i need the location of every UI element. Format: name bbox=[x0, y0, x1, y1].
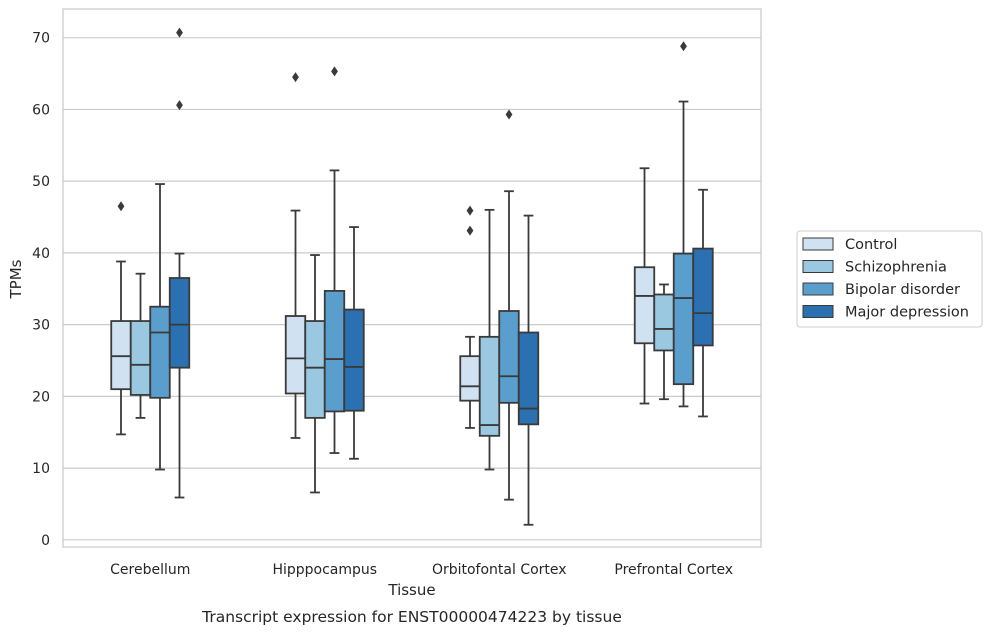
box-bipolar-disorder bbox=[672, 41, 695, 408]
x-tick-labels: Cerebellum Hipppocampus Orbitofontal Corte… bbox=[110, 562, 733, 578]
y-axis-title: TPMs bbox=[7, 259, 25, 299]
legend-label: Bipolar disorder bbox=[845, 282, 960, 298]
box-iqr bbox=[459, 355, 481, 402]
legend-swatch bbox=[802, 260, 834, 273]
box-bipolar-disorder bbox=[323, 66, 346, 454]
x-tick-label: Prefrontal Cortex bbox=[614, 562, 733, 578]
legend-swatch bbox=[802, 305, 834, 318]
box-bipolar-disorder bbox=[149, 183, 171, 471]
box-control bbox=[633, 167, 656, 405]
outlier-point bbox=[466, 225, 474, 236]
x-tick-label: Hipppocampus bbox=[272, 562, 377, 578]
y-tick-label: 40 bbox=[32, 246, 50, 262]
outlier-point bbox=[505, 109, 513, 120]
outlier-point bbox=[331, 66, 338, 77]
outlier-point bbox=[117, 201, 125, 212]
grid-lines bbox=[63, 37, 761, 541]
box-major-depression bbox=[343, 226, 365, 460]
outlier-point bbox=[466, 205, 474, 216]
box-iqr bbox=[692, 247, 714, 347]
legend-swatch bbox=[802, 282, 834, 296]
y-tick-label: 20 bbox=[32, 389, 50, 405]
box-iqr bbox=[149, 305, 171, 399]
box-iqr bbox=[110, 320, 132, 391]
x-tick-label: Orbitofontal Cortex bbox=[432, 562, 567, 578]
box-iqr bbox=[672, 252, 695, 386]
box-control bbox=[110, 201, 132, 436]
box-iqr bbox=[129, 320, 152, 396]
box-major-depression bbox=[517, 214, 540, 526]
outlier-point bbox=[176, 100, 183, 111]
box-iqr bbox=[168, 277, 191, 369]
box-schizophrenia bbox=[478, 208, 501, 471]
box-iqr bbox=[517, 331, 540, 426]
box-bipolar-disorder bbox=[498, 109, 520, 501]
y-tick-label: 50 bbox=[32, 174, 50, 190]
plot-frame bbox=[62, 8, 762, 548]
legend-swatch bbox=[802, 237, 834, 251]
x-axis-title: Tissue bbox=[387, 581, 435, 599]
outlier-point bbox=[680, 41, 687, 52]
x-tick-label: Cerebellum bbox=[110, 562, 190, 578]
box-iqr bbox=[633, 266, 656, 345]
y-tick-label: 60 bbox=[32, 102, 50, 118]
box-series bbox=[110, 27, 714, 526]
box-control bbox=[284, 72, 307, 439]
box-iqr bbox=[284, 315, 307, 395]
y-tick-labels: 0 10 20 30 40 50 60 70 bbox=[32, 31, 50, 549]
legend-label: Schizophrenia bbox=[845, 260, 947, 276]
box-major-depression bbox=[692, 188, 714, 418]
legend-frame bbox=[796, 230, 983, 328]
y-tick-label: 30 bbox=[32, 318, 50, 334]
legend: Control Schizophrenia Bipolar disorder Majo… bbox=[796, 230, 983, 328]
box-iqr bbox=[323, 290, 346, 413]
box-schizophrenia bbox=[129, 272, 152, 419]
box-major-depression bbox=[168, 27, 191, 499]
box-schizophrenia bbox=[653, 283, 675, 401]
legend-label: Major depression bbox=[845, 305, 969, 321]
legend-label: Control bbox=[845, 237, 897, 253]
y-tick-label: 70 bbox=[32, 31, 50, 47]
chart-caption: Transcript expression for ENST0000047422… bbox=[201, 608, 622, 626]
box-iqr bbox=[304, 320, 326, 419]
outlier-point bbox=[176, 27, 183, 38]
box-control bbox=[459, 205, 481, 429]
y-tick-label: 10 bbox=[32, 461, 50, 477]
box-schizophrenia bbox=[304, 254, 326, 494]
y-tick-label: 0 bbox=[41, 533, 50, 549]
outlier-point bbox=[292, 72, 299, 83]
box-iqr bbox=[478, 335, 501, 437]
box-iqr bbox=[653, 293, 675, 352]
box-iqr bbox=[343, 308, 365, 412]
box-iqr bbox=[498, 310, 520, 404]
